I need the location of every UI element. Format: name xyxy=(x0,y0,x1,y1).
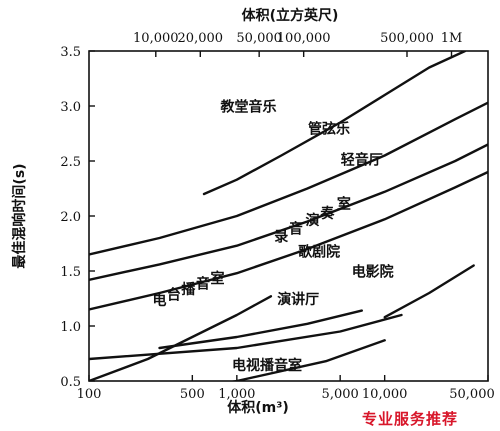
series-line-4 xyxy=(89,170,488,311)
top-tick-label-6: 1M xyxy=(441,31,463,46)
curve-label-2: 管弦乐 xyxy=(308,121,350,138)
curve-label-15: 播 xyxy=(181,281,196,298)
curve-label-14: 台 xyxy=(167,287,181,304)
plot-frame xyxy=(88,50,489,382)
top-tick-label-2: 20,000 xyxy=(178,31,224,46)
series-line-7 xyxy=(89,313,403,361)
y-tick-label-1: 0.5 xyxy=(60,375,81,390)
x-tick-label-1: 100 xyxy=(77,387,102,402)
x-tick-label-5: 10,000 xyxy=(362,387,408,402)
curve-label-1: 教堂音乐 xyxy=(221,99,277,116)
top-tick-label-4: 100,000 xyxy=(277,31,331,46)
x-axis-title: 体积(m³) xyxy=(227,399,289,416)
series-line-9 xyxy=(228,339,386,381)
series-line-1 xyxy=(202,51,467,196)
series-line-8 xyxy=(158,309,363,350)
y-tick-label-4: 2.0 xyxy=(60,210,81,225)
x-tick-label-3: 1,000 xyxy=(218,387,255,402)
curve-label-3: 轻音厅 xyxy=(341,151,383,168)
y-tick-label-6: 3.0 xyxy=(60,100,81,115)
y-tick-label-2: 1.0 xyxy=(60,320,81,335)
curve-label-13: 电 xyxy=(153,292,167,309)
curve-label-8: 室 xyxy=(337,195,351,212)
curve-label-9: 歌剧院 xyxy=(298,244,340,261)
series-line-5 xyxy=(383,264,475,319)
y-axis-title: 最佳混响时间(s) xyxy=(11,163,28,268)
curve-label-4: 录 xyxy=(274,229,288,245)
y-ticks-layer: 0.5 1.0 1.5 2.0 2.5 3.0 3.5 xyxy=(60,45,95,390)
top-tick-label-1: 10,000 xyxy=(133,31,179,46)
top-axis-title: 体积(立方英尺) xyxy=(242,7,339,24)
curve-label-11: 演讲厅 xyxy=(277,291,319,308)
series-line-3 xyxy=(89,143,488,281)
watermark: 专业服务推荐 xyxy=(362,410,458,428)
x-tick-label-2: 500 xyxy=(180,387,205,402)
x-ticks-layer: 100 500 1,000 5,000 10,000 50,000 xyxy=(77,375,495,402)
curve-label-6: 演 xyxy=(306,212,320,229)
curve-label-16: 音 xyxy=(196,276,210,293)
y-tick-label-3: 1.5 xyxy=(60,265,81,280)
curve-label-10: 电影院 xyxy=(352,264,394,281)
y-tick-label-7: 3.5 xyxy=(60,45,81,60)
series-line-6 xyxy=(89,295,273,381)
curve-label-5: 音 xyxy=(289,221,303,238)
curve-label-12: 电视播音室 xyxy=(232,357,302,374)
series-line-2 xyxy=(89,101,488,256)
top-tick-label-5: 500,000 xyxy=(380,31,434,46)
y-tick-label-5: 2.5 xyxy=(60,155,81,170)
x-tick-label-6: 50,000 xyxy=(449,387,495,402)
curves-layer xyxy=(89,51,488,381)
curve-label-7: 奏 xyxy=(319,205,335,222)
curve-labels-layer: 教堂音乐管弦乐轻音厅录 音演 奏室歌剧院电影院演讲厅电视播音室电台播音室 xyxy=(153,99,394,375)
curve-label-17: 室 xyxy=(211,270,225,287)
x-tick-label-4: 5,000 xyxy=(322,387,359,402)
top-tick-label-3: 50,000 xyxy=(236,31,282,46)
